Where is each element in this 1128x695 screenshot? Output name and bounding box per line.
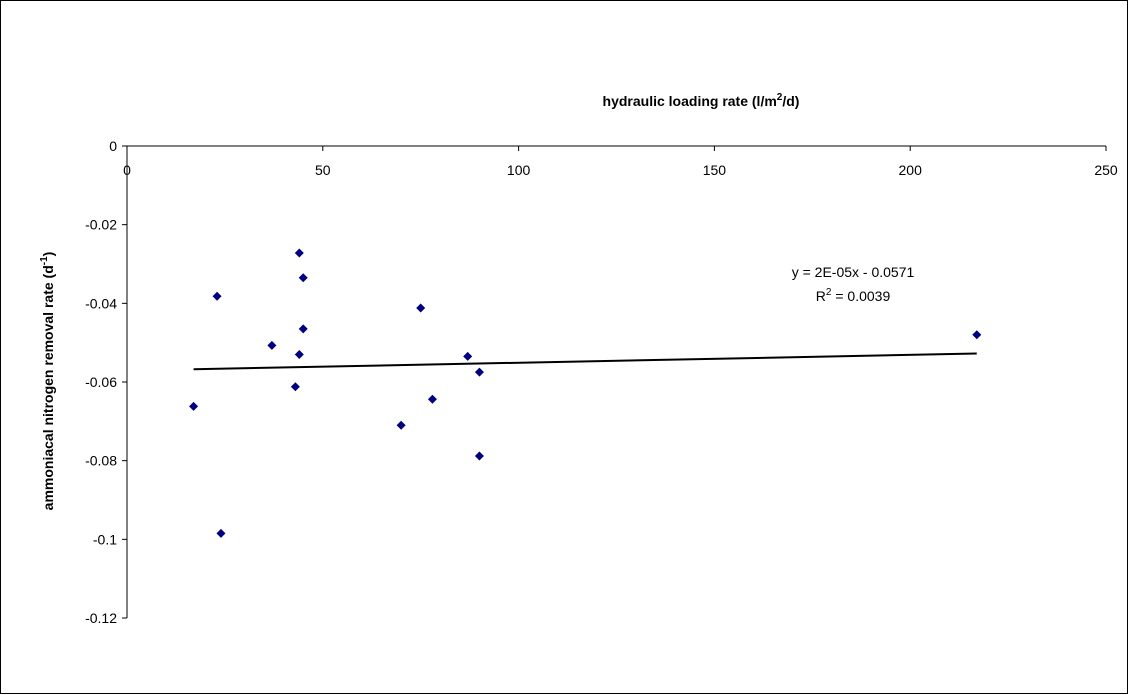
data-point xyxy=(427,394,437,404)
x-axis-title-main: hydraulic loading rate (l/m xyxy=(603,93,777,109)
y-tick-label: -0.06 xyxy=(85,374,117,390)
data-point xyxy=(294,248,304,258)
y-tick-label: 0 xyxy=(109,138,117,154)
y-tick-label: -0.12 xyxy=(85,610,117,626)
trendline xyxy=(193,352,977,371)
data-point xyxy=(463,351,473,361)
data-point xyxy=(294,349,304,359)
y-tick-label: -0.1 xyxy=(93,531,117,547)
x-tick-label: 200 xyxy=(899,162,923,178)
data-point xyxy=(396,420,406,430)
data-point xyxy=(267,340,277,350)
y-tick-label: -0.02 xyxy=(85,217,117,233)
x-tick-label: 250 xyxy=(1094,162,1118,178)
y-tick-label: -0.08 xyxy=(85,453,117,469)
x-axis-title: hydraulic loading rate (l/m2/d) xyxy=(603,92,800,109)
data-point xyxy=(474,367,484,377)
x-tick-label: 50 xyxy=(315,162,331,178)
trendline-r-squared: R2 = 0.0039 xyxy=(816,287,891,304)
y-ticks: 0 -0.02 -0.04 -0.06 -0.08 -0.1 -0.12 xyxy=(85,138,127,626)
x-axis-title-tail: /d) xyxy=(782,93,799,109)
y-tick-label: -0.04 xyxy=(85,295,117,311)
y-axis-title-superscript: -1 xyxy=(39,256,50,265)
data-point xyxy=(298,324,308,334)
x-tick-label: 0 xyxy=(123,162,131,178)
trendline-equation: y = 2E-05x - 0.0571 xyxy=(792,264,915,280)
data-point xyxy=(212,291,222,301)
data-point xyxy=(298,273,308,283)
y-axis-title-tail: ) xyxy=(40,252,56,257)
r-squared-prefix: R xyxy=(816,288,826,304)
x-tick-label: 100 xyxy=(507,162,531,178)
data-point xyxy=(189,401,199,411)
trendline-group xyxy=(193,352,977,371)
data-point xyxy=(416,303,426,313)
y-axis-title: ammoniacal nitrogen removal rate (d-1) xyxy=(39,252,56,511)
r-squared-superscript: 2 xyxy=(826,287,832,298)
data-point xyxy=(290,382,300,392)
x-axis-title-superscript: 2 xyxy=(777,92,783,103)
x-tick-label: 150 xyxy=(703,162,727,178)
data-point xyxy=(972,330,982,340)
x-ticks: 0 50 100 150 200 250 xyxy=(123,146,1118,178)
y-axis-title-main: ammoniacal nitrogen removal rate (d xyxy=(40,265,56,510)
r-squared-suffix: = 0.0039 xyxy=(831,288,890,304)
data-point xyxy=(474,451,484,461)
data-points xyxy=(189,248,982,538)
data-point xyxy=(216,528,226,538)
